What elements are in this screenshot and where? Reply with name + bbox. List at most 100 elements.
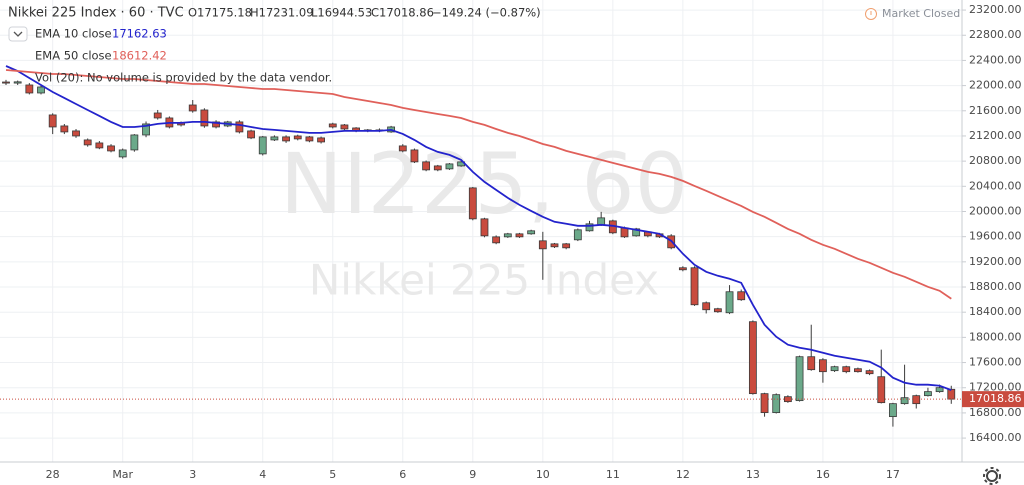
- candle-body: [48, 114, 57, 128]
- candle-body: [305, 136, 314, 142]
- candle-body: [37, 86, 45, 94]
- candle-body: [340, 124, 349, 130]
- candle-body: [200, 109, 209, 127]
- candle-body: [889, 403, 897, 418]
- candle-body: [865, 370, 874, 375]
- chart-title: Nikkei 225 Index · 60 · TVC: [8, 6, 184, 21]
- y-tick-label: 22000.00: [969, 79, 1022, 92]
- candle-body: [573, 229, 582, 241]
- candle-body: [153, 112, 162, 119]
- indicator-line: [5, 65, 952, 391]
- candle-body: [398, 145, 407, 152]
- candle-body: [877, 376, 886, 404]
- candle-body: [13, 81, 22, 84]
- candle-body: [480, 218, 489, 237]
- candle-body: [807, 356, 816, 371]
- candle-body: [795, 356, 804, 402]
- y-tick-label: 16400.00: [969, 431, 1022, 444]
- y-tick-label: 22800.00: [969, 28, 1022, 41]
- x-tick-label: 9: [469, 468, 476, 481]
- legend-toggle-icon: [13, 31, 23, 37]
- y-tick-label: 17600.00: [969, 356, 1022, 369]
- candle-body: [503, 233, 512, 238]
- x-tick-label: 5: [329, 468, 336, 481]
- candle-body: [550, 243, 559, 248]
- y-tick-label: 18400.00: [969, 305, 1022, 318]
- x-tick-label: 13: [746, 468, 760, 481]
- y-tick-label: 19200.00: [969, 255, 1022, 268]
- candle-body: [270, 136, 279, 141]
- candle-body: [212, 121, 220, 128]
- candle-body: [60, 125, 69, 133]
- settings-button[interactable]: [983, 467, 1001, 485]
- candle-body: [935, 387, 944, 393]
- x-tick-label: 10: [536, 468, 550, 481]
- watermark-name: Nikkei 225 Index: [309, 256, 659, 305]
- legend-label: EMA 10 close: [35, 27, 112, 41]
- candle-body: [247, 130, 255, 139]
- candle-body: [900, 397, 909, 405]
- candle-body: [130, 134, 139, 151]
- candle-body: [597, 217, 606, 226]
- legend-value: 17162.63: [112, 27, 167, 41]
- candle-body: [748, 321, 757, 395]
- candle-body: [924, 391, 932, 397]
- candle-body: [2, 81, 10, 84]
- candle-body: [737, 291, 746, 301]
- candle-body: [527, 230, 536, 235]
- y-tick-label: 20800.00: [969, 154, 1022, 167]
- candle-body: [538, 240, 547, 250]
- candle-body: [492, 236, 501, 244]
- x-tick-label: 16: [816, 468, 830, 481]
- header-low: L16944.53: [311, 6, 372, 20]
- candle-body: [515, 233, 524, 238]
- candle-body: [760, 393, 769, 413]
- market-status: Market Closed: [882, 7, 960, 20]
- candle-body: [842, 366, 851, 373]
- candle-body: [678, 267, 687, 271]
- header-open: O17175.18: [188, 6, 252, 20]
- y-tick-label: 20000.00: [969, 204, 1022, 217]
- candle-body: [713, 308, 722, 313]
- candle-body: [293, 135, 302, 140]
- axes: 16400.00 16800.00 17200.00 17600.00 18000.00…: [46, 3, 1024, 481]
- candle-body: [947, 388, 956, 400]
- settings-icon: [986, 470, 998, 482]
- candle-body: [142, 123, 150, 136]
- x-tick-label: 6: [399, 468, 406, 481]
- header-high: H17231.09: [250, 6, 314, 20]
- candle-body: [83, 139, 92, 146]
- candle-body: [830, 366, 839, 372]
- candle-body: [317, 137, 325, 143]
- candle-body: [107, 145, 115, 152]
- candle-body: [235, 121, 244, 133]
- candle-body: [410, 149, 419, 163]
- watermark-symbol: NI225, 60: [280, 135, 688, 233]
- grid: [0, 0, 962, 462]
- y-tick-label: 17200.00: [969, 381, 1022, 394]
- y-tick-label: 18800.00: [969, 280, 1022, 293]
- y-tick-label: 20400.00: [969, 179, 1022, 192]
- last-price-label: 17018.86: [969, 392, 1022, 405]
- x-tick-label: 11: [606, 468, 620, 481]
- y-tick-label: 19600.00: [969, 230, 1022, 243]
- indicator-line: [5, 69, 952, 300]
- candle-body: [258, 136, 267, 155]
- header-close: C17018.86: [371, 6, 434, 20]
- x-tick-label: 12: [676, 468, 690, 481]
- candle-body: [118, 149, 127, 158]
- last-price-box: [962, 391, 1024, 408]
- candle-body: [690, 267, 699, 306]
- plot: [0, 65, 962, 427]
- candle-body: [188, 104, 197, 112]
- candle-body: [328, 123, 337, 128]
- candle-body: [95, 142, 104, 149]
- candle-body: [433, 165, 442, 171]
- candle-body: [632, 228, 641, 237]
- legend-toggle[interactable]: [8, 26, 28, 42]
- candle-body: [702, 302, 711, 311]
- y-tick-label: 16800.00: [969, 406, 1022, 419]
- candle-body: [468, 187, 477, 220]
- header-change: −149.24 (−0.87%): [432, 6, 541, 20]
